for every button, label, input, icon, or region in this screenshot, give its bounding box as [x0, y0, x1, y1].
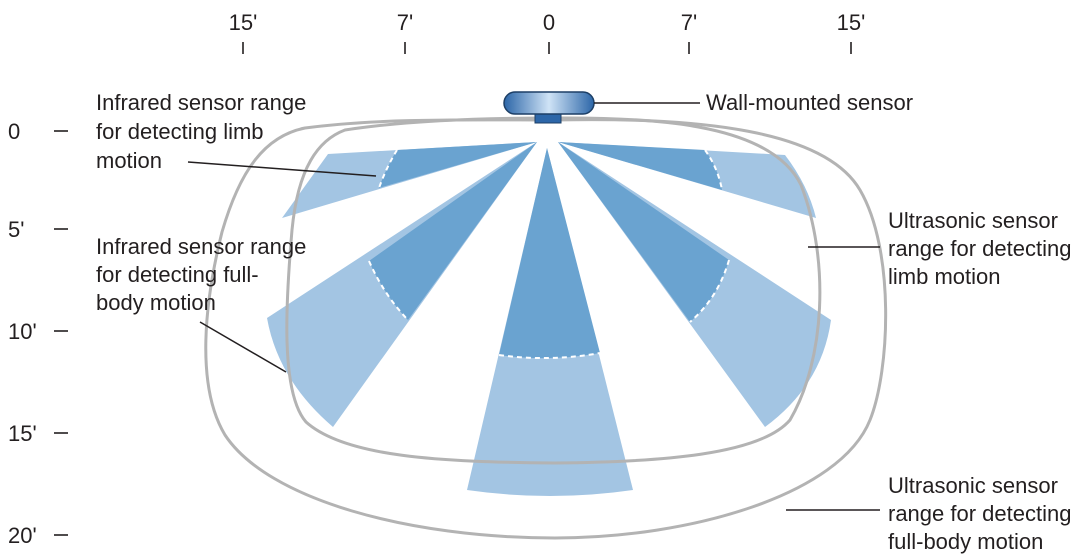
top-axis-label: 7'	[397, 10, 413, 35]
leader-lines	[187, 102, 880, 511]
ir-beam-outer-right-top	[558, 142, 816, 218]
top-axis-label: 15'	[837, 10, 866, 35]
left-axis-label: 15'	[8, 421, 37, 446]
us-body-label: Ultrasonic sensor range for detecting fu…	[888, 473, 1071, 554]
us-body-label-line: range for detecting	[888, 501, 1071, 526]
us-body-label-line: Ultrasonic sensor	[888, 473, 1058, 498]
ir-limb-label-line: for detecting limb	[96, 119, 264, 144]
wall-sensor-label: Wall-mounted sensor	[706, 90, 913, 115]
ir-body-label-line: body motion	[96, 290, 216, 315]
ultrasonic-full-body-range	[204, 118, 888, 540]
top-axis-label: 15'	[229, 10, 258, 35]
left-axis-label: 0	[8, 119, 20, 144]
ir-limb-label: Infrared sensor range for detecting limb…	[96, 90, 306, 173]
ir-beam-inner-right	[558, 142, 729, 322]
us-limb-label: Ultrasonic sensor range for detecting li…	[888, 208, 1071, 289]
left-axis-label: 10'	[8, 319, 37, 344]
top-axis-label: 7'	[681, 10, 697, 35]
ir-beam-inner-left-top	[379, 142, 537, 188]
top-axis: 15' 7' 0 7' 15'	[229, 10, 866, 54]
boundary-right	[689, 259, 730, 323]
leader-ir-body	[199, 321, 287, 373]
boundary-left	[368, 260, 409, 321]
boundary-center	[498, 352, 601, 360]
top-axis-label: 0	[543, 10, 555, 35]
leader-ir-limb	[187, 161, 377, 177]
boundary-left-top	[378, 149, 398, 189]
infrared-limb-range	[369, 142, 729, 359]
ultrasonic-ranges	[204, 116, 888, 540]
ir-body-label: Infrared sensor range for detecting full…	[96, 234, 306, 315]
us-limb-label-line: limb motion	[888, 264, 1000, 289]
ir-body-label-line: Infrared sensor range	[96, 234, 306, 259]
sensor-body	[503, 91, 595, 115]
ir-beam-inner-center	[499, 148, 600, 359]
ir-limb-label-line: Infrared sensor range	[96, 90, 306, 115]
ir-beam-inner-left	[369, 142, 537, 320]
us-limb-label-line: Ultrasonic sensor	[888, 208, 1058, 233]
ultrasonic-limb-range	[285, 116, 822, 465]
ir-limb-label-line: motion	[96, 148, 162, 173]
left-axis: 0 5' 10' 15' 20'	[8, 119, 68, 548]
left-axis-label: 20'	[8, 523, 37, 548]
left-axis-label: 5'	[8, 217, 24, 242]
ir-range-boundaries	[368, 149, 730, 360]
boundary-right-top	[704, 149, 723, 191]
ir-beam-inner-right-top	[558, 142, 722, 190]
us-body-label-line: full-body motion	[888, 529, 1043, 554]
ir-beam-outer-left-top	[282, 142, 537, 218]
us-limb-label-line: range for detecting	[888, 236, 1071, 261]
ir-body-label-line: for detecting full-	[96, 262, 259, 287]
